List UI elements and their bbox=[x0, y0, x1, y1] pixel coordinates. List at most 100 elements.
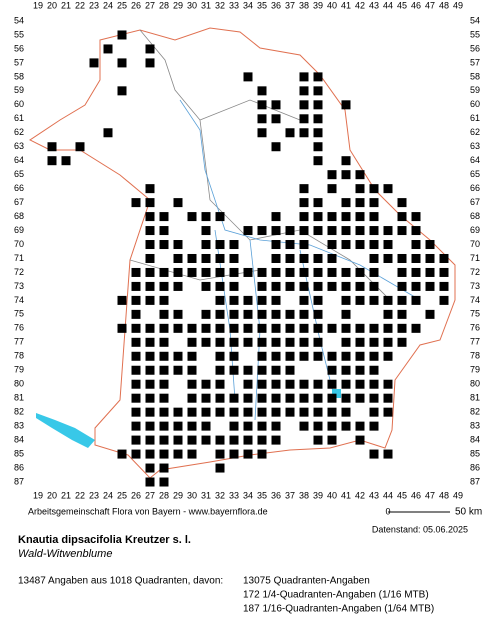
occurrence-square bbox=[243, 295, 253, 305]
occurrence-square bbox=[117, 30, 127, 40]
occurrence-square bbox=[369, 253, 379, 263]
occurrence-square bbox=[355, 393, 365, 403]
occurrence-square bbox=[299, 100, 309, 110]
occurrence-square bbox=[257, 435, 267, 445]
occurrence-square bbox=[201, 309, 211, 319]
occurrence-square bbox=[215, 351, 225, 361]
row-label: 69 bbox=[14, 225, 24, 235]
occurrence-square bbox=[173, 449, 183, 459]
species-name: Knautia dipsacifolia Kreutzer s. l. bbox=[18, 534, 191, 546]
column-label: 20 bbox=[47, 490, 57, 500]
occurrence-square bbox=[313, 253, 323, 263]
occurrence-square bbox=[229, 253, 239, 263]
occurrence-square bbox=[299, 323, 309, 333]
occurrence-square bbox=[215, 407, 225, 417]
column-label: 29 bbox=[173, 0, 183, 10]
occurrence-square bbox=[229, 365, 239, 375]
column-label: 28 bbox=[159, 490, 169, 500]
row-label: 67 bbox=[14, 197, 24, 207]
column-label: 42 bbox=[355, 0, 365, 10]
occurrence-square bbox=[215, 365, 225, 375]
column-label: 47 bbox=[425, 490, 435, 500]
occurrence-square bbox=[103, 44, 113, 54]
occurrence-square bbox=[47, 142, 57, 152]
column-label: 24 bbox=[103, 490, 113, 500]
row-label: 84 bbox=[470, 434, 480, 444]
occurrence-square bbox=[131, 379, 141, 389]
column-label: 26 bbox=[131, 490, 141, 500]
occurrence-square bbox=[285, 337, 295, 347]
row-label: 68 bbox=[14, 211, 24, 221]
occurrence-square bbox=[313, 351, 323, 361]
occurrence-square bbox=[159, 435, 169, 445]
occurrence-square bbox=[243, 379, 253, 389]
row-label: 85 bbox=[470, 448, 480, 458]
row-label: 76 bbox=[470, 323, 480, 333]
occurrence-square bbox=[131, 323, 141, 333]
occurrence-square bbox=[397, 226, 407, 236]
column-label: 32 bbox=[215, 0, 225, 10]
occurrence-square bbox=[341, 198, 351, 208]
occurrence-square bbox=[285, 309, 295, 319]
occurrence-square bbox=[327, 281, 337, 291]
occurrence-square bbox=[313, 337, 323, 347]
occurrence-square bbox=[257, 393, 267, 403]
occurrence-square bbox=[299, 240, 309, 250]
occurrence-square bbox=[369, 323, 379, 333]
occurrence-square bbox=[271, 100, 281, 110]
occurrence-square bbox=[341, 212, 351, 222]
row-label: 71 bbox=[14, 253, 24, 263]
occurrence-square bbox=[257, 86, 267, 96]
row-label: 62 bbox=[470, 127, 480, 137]
occurrence-square bbox=[201, 435, 211, 445]
occurrence-square bbox=[327, 435, 337, 445]
occurrence-square bbox=[145, 212, 155, 222]
occurrence-square bbox=[201, 226, 211, 236]
occurrence-square bbox=[145, 421, 155, 431]
row-label: 61 bbox=[470, 113, 480, 123]
occurrence-square bbox=[271, 365, 281, 375]
row-label: 64 bbox=[470, 155, 480, 165]
column-label: 28 bbox=[159, 0, 169, 10]
occurrence-square bbox=[145, 463, 155, 473]
column-label: 41 bbox=[341, 0, 351, 10]
row-label: 76 bbox=[14, 323, 24, 333]
occurrence-square bbox=[47, 156, 57, 166]
column-label: 35 bbox=[257, 0, 267, 10]
occurrence-square bbox=[439, 267, 449, 277]
occurrence-square bbox=[159, 379, 169, 389]
occurrence-square bbox=[439, 253, 449, 263]
occurrence-square bbox=[173, 309, 183, 319]
occurrence-square bbox=[271, 407, 281, 417]
occurrence-square bbox=[201, 407, 211, 417]
row-label: 56 bbox=[14, 43, 24, 53]
column-label: 33 bbox=[229, 490, 239, 500]
occurrence-square bbox=[313, 281, 323, 291]
occurrence-square bbox=[229, 323, 239, 333]
district-border bbox=[129, 29, 391, 301]
occurrence-square bbox=[187, 407, 197, 417]
column-label: 31 bbox=[201, 0, 211, 10]
occurrence-square bbox=[341, 240, 351, 250]
column-label: 43 bbox=[369, 0, 379, 10]
row-label: 77 bbox=[470, 337, 480, 347]
occurrence-square bbox=[285, 267, 295, 277]
column-label: 44 bbox=[383, 490, 393, 500]
occurrence-square bbox=[145, 267, 155, 277]
occurrence-square bbox=[229, 407, 239, 417]
occurrence-square bbox=[187, 323, 197, 333]
occurrence-square bbox=[341, 407, 351, 417]
row-label: 65 bbox=[14, 169, 24, 179]
row-label: 54 bbox=[14, 15, 24, 25]
column-label: 27 bbox=[145, 0, 155, 10]
occurrence-square bbox=[159, 351, 169, 361]
column-label: 37 bbox=[285, 490, 295, 500]
occurrence-square bbox=[201, 323, 211, 333]
column-label: 42 bbox=[355, 490, 365, 500]
occurrence-square bbox=[201, 393, 211, 403]
occurrence-square bbox=[215, 212, 225, 222]
occurrence-square bbox=[229, 337, 239, 347]
occurrence-square bbox=[369, 184, 379, 194]
occurrence-square bbox=[215, 309, 225, 319]
